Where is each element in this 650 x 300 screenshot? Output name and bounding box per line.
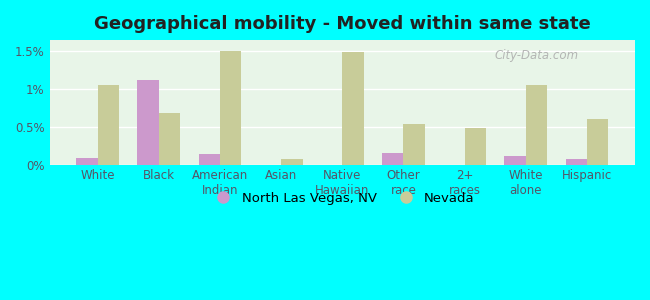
Bar (137, 80, 159, 165)
Bar (281, 158, 302, 165)
Bar (465, 128, 486, 165)
Title: Geographical mobility - Moved within same state: Geographical mobility - Moved within sam… (94, 15, 591, 33)
Bar (404, 124, 425, 165)
Bar (343, 52, 364, 165)
Bar (220, 51, 241, 165)
Bar (98, 85, 119, 165)
Bar (504, 155, 526, 165)
Bar (76, 158, 98, 165)
Bar (198, 154, 220, 165)
Bar (159, 113, 180, 165)
Bar (587, 118, 608, 165)
Bar (566, 159, 587, 165)
Legend: North Las Vegas, NV, Nevada: North Las Vegas, NV, Nevada (205, 187, 480, 210)
Bar (526, 85, 547, 165)
Bar (382, 152, 404, 165)
Text: City-Data.com: City-Data.com (495, 49, 578, 62)
